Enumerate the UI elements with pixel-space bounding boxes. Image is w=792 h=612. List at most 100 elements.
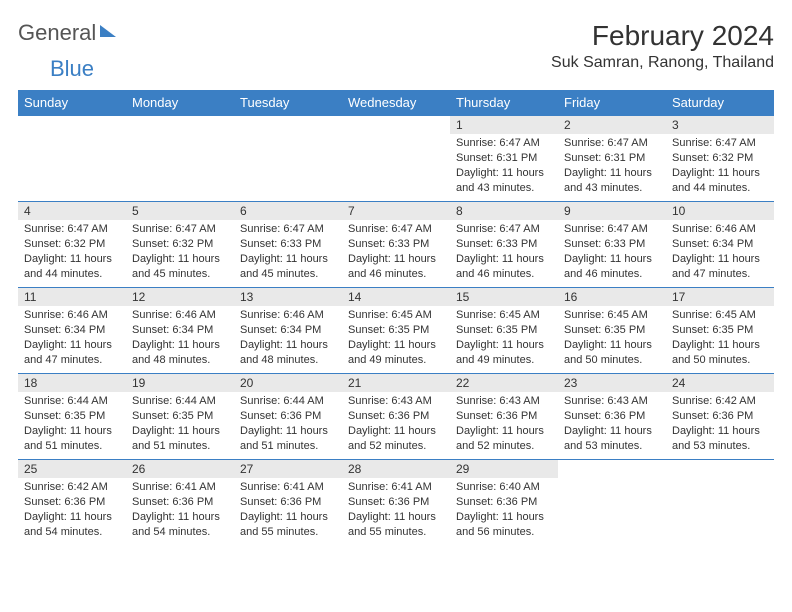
daylight-text: Daylight: 11 hours and 43 minutes.: [456, 166, 552, 196]
day-number: [18, 115, 126, 134]
sunrise-text: Sunrise: 6:43 AM: [456, 394, 552, 409]
sunset-text: Sunset: 6:31 PM: [564, 151, 660, 166]
day-details: [666, 478, 774, 484]
daylight-text: Daylight: 11 hours and 47 minutes.: [672, 252, 768, 282]
weekday-header: Monday: [126, 90, 234, 115]
day-number: 20: [234, 373, 342, 392]
day-details: Sunrise: 6:47 AMSunset: 6:32 PMDaylight:…: [18, 220, 126, 285]
daylight-text: Daylight: 11 hours and 50 minutes.: [672, 338, 768, 368]
calendar-cell: 24Sunrise: 6:42 AMSunset: 6:36 PMDayligh…: [666, 373, 774, 459]
calendar-cell: [18, 115, 126, 201]
day-number: 6: [234, 201, 342, 220]
day-number: 17: [666, 287, 774, 306]
day-number: 8: [450, 201, 558, 220]
day-number: 28: [342, 459, 450, 478]
day-number: [342, 115, 450, 134]
calendar-cell: 12Sunrise: 6:46 AMSunset: 6:34 PMDayligh…: [126, 287, 234, 373]
day-number: 10: [666, 201, 774, 220]
calendar-cell: 23Sunrise: 6:43 AMSunset: 6:36 PMDayligh…: [558, 373, 666, 459]
day-details: Sunrise: 6:47 AMSunset: 6:31 PMDaylight:…: [558, 134, 666, 199]
sunset-text: Sunset: 6:36 PM: [132, 495, 228, 510]
calendar-cell: 3Sunrise: 6:47 AMSunset: 6:32 PMDaylight…: [666, 115, 774, 201]
day-details: Sunrise: 6:41 AMSunset: 6:36 PMDaylight:…: [234, 478, 342, 543]
month-title: February 2024: [551, 20, 774, 52]
day-details: Sunrise: 6:47 AMSunset: 6:32 PMDaylight:…: [126, 220, 234, 285]
day-details: Sunrise: 6:44 AMSunset: 6:35 PMDaylight:…: [18, 392, 126, 457]
daylight-text: Daylight: 11 hours and 46 minutes.: [348, 252, 444, 282]
sunset-text: Sunset: 6:36 PM: [348, 409, 444, 424]
day-number: 21: [342, 373, 450, 392]
sunrise-text: Sunrise: 6:42 AM: [24, 480, 120, 495]
day-number: 29: [450, 459, 558, 478]
sunrise-text: Sunrise: 6:46 AM: [240, 308, 336, 323]
calendar-cell: [666, 459, 774, 545]
sunset-text: Sunset: 6:34 PM: [24, 323, 120, 338]
sunrise-text: Sunrise: 6:46 AM: [24, 308, 120, 323]
daylight-text: Daylight: 11 hours and 44 minutes.: [672, 166, 768, 196]
day-details: [126, 134, 234, 140]
sunset-text: Sunset: 6:36 PM: [240, 495, 336, 510]
sunrise-text: Sunrise: 6:45 AM: [672, 308, 768, 323]
daylight-text: Daylight: 11 hours and 52 minutes.: [456, 424, 552, 454]
calendar-cell: 7Sunrise: 6:47 AMSunset: 6:33 PMDaylight…: [342, 201, 450, 287]
day-details: Sunrise: 6:46 AMSunset: 6:34 PMDaylight:…: [666, 220, 774, 285]
sunrise-text: Sunrise: 6:43 AM: [348, 394, 444, 409]
calendar-cell: 15Sunrise: 6:45 AMSunset: 6:35 PMDayligh…: [450, 287, 558, 373]
day-details: Sunrise: 6:46 AMSunset: 6:34 PMDaylight:…: [18, 306, 126, 371]
sunset-text: Sunset: 6:36 PM: [348, 495, 444, 510]
triangle-icon: [100, 25, 116, 37]
daylight-text: Daylight: 11 hours and 53 minutes.: [672, 424, 768, 454]
daylight-text: Daylight: 11 hours and 55 minutes.: [240, 510, 336, 540]
sunrise-text: Sunrise: 6:47 AM: [240, 222, 336, 237]
sunrise-text: Sunrise: 6:43 AM: [564, 394, 660, 409]
day-details: Sunrise: 6:45 AMSunset: 6:35 PMDaylight:…: [666, 306, 774, 371]
sunrise-text: Sunrise: 6:47 AM: [24, 222, 120, 237]
day-details: Sunrise: 6:43 AMSunset: 6:36 PMDaylight:…: [558, 392, 666, 457]
sunset-text: Sunset: 6:36 PM: [564, 409, 660, 424]
sunrise-text: Sunrise: 6:46 AM: [672, 222, 768, 237]
day-number: [666, 459, 774, 478]
day-details: [18, 134, 126, 140]
calendar-cell: 16Sunrise: 6:45 AMSunset: 6:35 PMDayligh…: [558, 287, 666, 373]
calendar-cell: 26Sunrise: 6:41 AMSunset: 6:36 PMDayligh…: [126, 459, 234, 545]
sunset-text: Sunset: 6:35 PM: [132, 409, 228, 424]
calendar-cell: 27Sunrise: 6:41 AMSunset: 6:36 PMDayligh…: [234, 459, 342, 545]
calendar-cell: 1Sunrise: 6:47 AMSunset: 6:31 PMDaylight…: [450, 115, 558, 201]
calendar-cell: 5Sunrise: 6:47 AMSunset: 6:32 PMDaylight…: [126, 201, 234, 287]
calendar-cell: 20Sunrise: 6:44 AMSunset: 6:36 PMDayligh…: [234, 373, 342, 459]
location: Suk Samran, Ranong, Thailand: [551, 54, 774, 72]
sunset-text: Sunset: 6:34 PM: [132, 323, 228, 338]
day-number: 13: [234, 287, 342, 306]
calendar-cell: 9Sunrise: 6:47 AMSunset: 6:33 PMDaylight…: [558, 201, 666, 287]
day-details: Sunrise: 6:40 AMSunset: 6:36 PMDaylight:…: [450, 478, 558, 543]
sunrise-text: Sunrise: 6:46 AM: [132, 308, 228, 323]
calendar-week-row: 18Sunrise: 6:44 AMSunset: 6:35 PMDayligh…: [18, 373, 774, 459]
weekday-header: Tuesday: [234, 90, 342, 115]
sunset-text: Sunset: 6:33 PM: [240, 237, 336, 252]
day-details: [342, 134, 450, 140]
daylight-text: Daylight: 11 hours and 51 minutes.: [240, 424, 336, 454]
calendar-cell: 8Sunrise: 6:47 AMSunset: 6:33 PMDaylight…: [450, 201, 558, 287]
day-number: [126, 115, 234, 134]
day-number: 23: [558, 373, 666, 392]
daylight-text: Daylight: 11 hours and 51 minutes.: [132, 424, 228, 454]
calendar-cell: 28Sunrise: 6:41 AMSunset: 6:36 PMDayligh…: [342, 459, 450, 545]
calendar-cell: [558, 459, 666, 545]
weekday-header: Wednesday: [342, 90, 450, 115]
day-number: 7: [342, 201, 450, 220]
day-number: 22: [450, 373, 558, 392]
day-details: Sunrise: 6:41 AMSunset: 6:36 PMDaylight:…: [342, 478, 450, 543]
day-details: Sunrise: 6:44 AMSunset: 6:36 PMDaylight:…: [234, 392, 342, 457]
sunrise-text: Sunrise: 6:47 AM: [456, 222, 552, 237]
day-details: Sunrise: 6:47 AMSunset: 6:31 PMDaylight:…: [450, 134, 558, 199]
calendar-table: SundayMondayTuesdayWednesdayThursdayFrid…: [18, 90, 774, 545]
sunset-text: Sunset: 6:36 PM: [456, 409, 552, 424]
calendar-cell: 29Sunrise: 6:40 AMSunset: 6:36 PMDayligh…: [450, 459, 558, 545]
sunrise-text: Sunrise: 6:45 AM: [456, 308, 552, 323]
day-number: 25: [18, 459, 126, 478]
daylight-text: Daylight: 11 hours and 43 minutes.: [564, 166, 660, 196]
sunrise-text: Sunrise: 6:47 AM: [564, 222, 660, 237]
sunset-text: Sunset: 6:36 PM: [456, 495, 552, 510]
day-details: Sunrise: 6:45 AMSunset: 6:35 PMDaylight:…: [450, 306, 558, 371]
calendar-cell: 18Sunrise: 6:44 AMSunset: 6:35 PMDayligh…: [18, 373, 126, 459]
